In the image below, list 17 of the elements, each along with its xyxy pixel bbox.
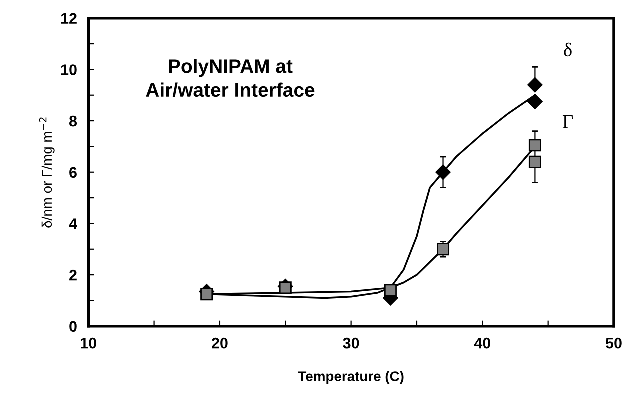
y-tick-label: 8 [70, 116, 78, 127]
x-tick-label: 30 [343, 338, 360, 349]
y-tick-label: 0 [70, 321, 77, 332]
y-tick-label: 6 [70, 167, 77, 178]
y-tick-label: 10 [61, 64, 77, 76]
x-axis-title: Temperature (C) [298, 371, 404, 384]
annotation: PolyNIPAM at Air/water Interface [146, 59, 315, 98]
y-axis-title: δ/nm or Γ/mg m$^{−2}$ [39, 118, 55, 228]
series-label: δ [564, 42, 572, 57]
series-label: Γ [562, 116, 574, 128]
x-tick-label: 50 [606, 338, 622, 349]
x-tick-label: 40 [474, 338, 491, 349]
y-tick-label: 4 [69, 218, 78, 230]
x-tick-label: 20 [212, 338, 228, 349]
y-tick-label: 12 [61, 13, 77, 24]
x-tick-label: 10 [81, 338, 96, 349]
y-tick-label: 2 [70, 270, 77, 281]
